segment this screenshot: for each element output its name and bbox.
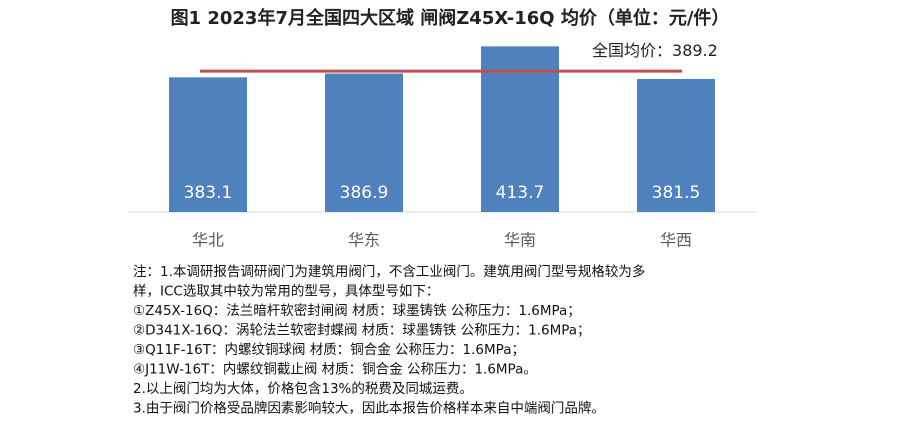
average-value: 389.2 <box>672 41 718 60</box>
x-tick-label: 华北 <box>192 231 224 250</box>
note-line: 样，ICC选取其中较为常用的型号，具体型号如下： <box>133 284 439 300</box>
chart-title: 图1 2023年7月全国四大区域 闸阀Z45X-16Q 均价（单位：元/件） <box>171 7 730 29</box>
note-line: ③Q11F-16T：内螺纹铜球阀 材质：铜合金 公称压力：1.6MPa； <box>133 342 525 358</box>
note-line: 3.由于阀门价格受品牌因素影响较大，因此本报告价格样本来自中端阀门品牌。 <box>133 400 605 417</box>
value-label: 383.1 <box>184 183 233 203</box>
x-tick-label: 华东 <box>348 231 380 250</box>
value-label: 381.5 <box>652 183 701 203</box>
note-line: ①Z45X-16Q：法兰暗杆软密封闸阀 材质：球墨铸铁 公称压力：1.6MPa； <box>133 302 581 319</box>
x-tick-label: 华南 <box>504 231 536 250</box>
note-line: ②D341X-16Q：涡轮法兰软密封蝶阀 材质：球墨铸铁 公称压力：1.6MPa… <box>133 322 591 339</box>
bar <box>169 77 247 213</box>
value-label: 386.9 <box>340 183 389 203</box>
value-label: 413.7 <box>496 183 545 203</box>
bar <box>481 46 559 213</box>
note-line: 2.以上阀门均为大体，价格包含13%的税费及同城运费。 <box>133 381 473 397</box>
bar <box>325 73 403 212</box>
average-label-text: 全国均价： <box>592 41 672 60</box>
average-label: 全国均价：389.2 <box>592 41 718 60</box>
note-line: ④J11W-16T：内螺纹铜截止阀 材质：铜合金 公称压力：1.6MPa。 <box>133 362 537 378</box>
note-line: 注：1.本调研报告调研阀门为建筑用阀门，不含工业阀门。建筑用阀门型号规格较为多 <box>133 263 645 280</box>
bar <box>637 78 715 212</box>
x-tick-label: 华西 <box>660 231 692 250</box>
